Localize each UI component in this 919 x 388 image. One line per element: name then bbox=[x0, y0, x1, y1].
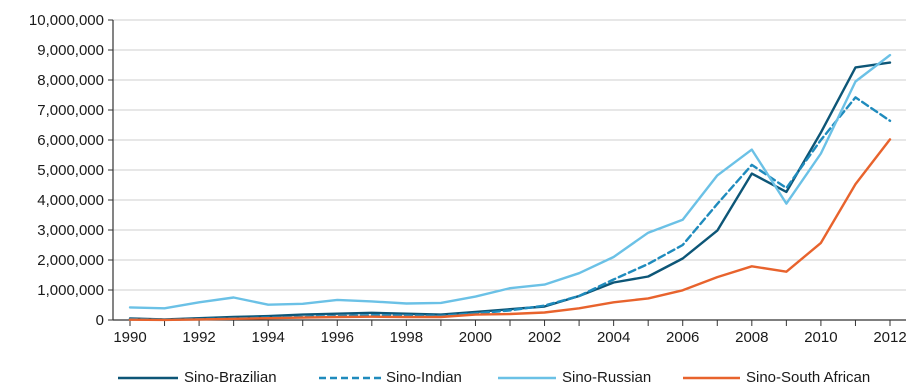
y-axis: 0 1,000,000 2,000,000 3,000,000 4,000,000 5,0… bbox=[29, 12, 114, 329]
y-tick-label: 1,000,000 bbox=[37, 282, 104, 299]
x-tick-label: 1992 bbox=[182, 329, 215, 346]
x-tick-label: 1994 bbox=[251, 329, 284, 346]
series-lines bbox=[128, 53, 892, 322]
legend-item: Sino-South African bbox=[683, 369, 870, 386]
x-tick-label: 2000 bbox=[459, 329, 492, 346]
series-line-sino-south-african bbox=[128, 138, 892, 322]
legend: Sino-Brazilian Sino-Indian Sino-Russian Sin… bbox=[118, 369, 870, 386]
series-line-sino-indian bbox=[128, 96, 892, 321]
legend-label: Sino-Indian bbox=[386, 369, 462, 386]
y-tick-label: 9,000,000 bbox=[37, 42, 104, 59]
y-tick-label: 6,000,000 bbox=[37, 132, 104, 149]
y-tick-label: 2,000,000 bbox=[37, 252, 104, 269]
legend-item: Sino-Indian bbox=[319, 369, 462, 386]
legend-item: Sino-Brazilian bbox=[118, 369, 277, 386]
series-line-sino-russian bbox=[128, 53, 892, 310]
legend-label: Sino-South African bbox=[746, 369, 870, 386]
series-line-sino-brazilian bbox=[128, 61, 892, 321]
x-tick-label: 2002 bbox=[528, 329, 561, 346]
x-tick-label: 2008 bbox=[735, 329, 768, 346]
legend-label: Sino-Russian bbox=[562, 369, 651, 386]
x-tick-label: 2006 bbox=[666, 329, 699, 346]
x-tick-label: 2004 bbox=[597, 329, 630, 346]
y-tick-label: 8,000,000 bbox=[37, 72, 104, 89]
y-tick-label: 7,000,000 bbox=[37, 102, 104, 119]
x-tick-label: 2012 bbox=[873, 329, 906, 346]
x-tick-label: 2010 bbox=[804, 329, 837, 346]
y-tick-label: 10,000,000 bbox=[29, 12, 104, 29]
y-tick-label: 0 bbox=[96, 312, 104, 329]
x-tick-label: 1998 bbox=[390, 329, 423, 346]
x-axis: 1990 1992 1994 1996 1998 2000 2002 2004 2006 2008… bbox=[113, 319, 907, 346]
x-tick-label: 1990 bbox=[113, 329, 146, 346]
legend-label: Sino-Brazilian bbox=[184, 369, 277, 386]
y-tick-label: 5,000,000 bbox=[37, 162, 104, 179]
y-tick-label: 4,000,000 bbox=[37, 192, 104, 209]
gridlines bbox=[113, 19, 906, 291]
legend-item: Sino-Russian bbox=[498, 369, 651, 386]
y-tick-label: 3,000,000 bbox=[37, 222, 104, 239]
x-tick-label: 1996 bbox=[321, 329, 354, 346]
